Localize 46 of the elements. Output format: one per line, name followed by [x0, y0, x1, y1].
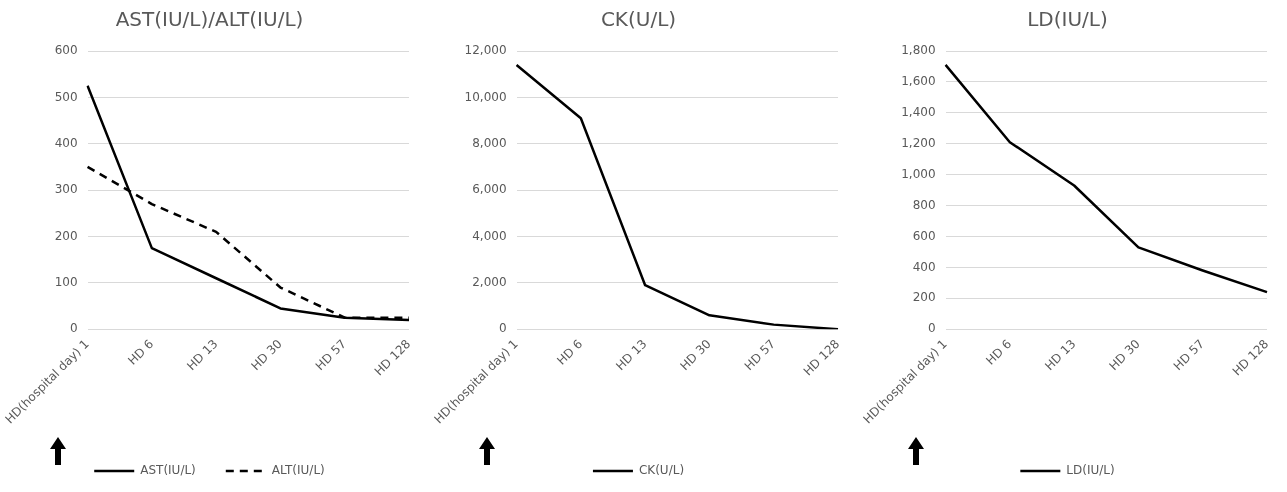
- legend-label: LD(IU/L): [1066, 463, 1115, 478]
- y-tick-label: 200: [912, 290, 936, 305]
- x-tick-label: HD 57: [312, 336, 350, 374]
- y-tick-label: 400: [912, 259, 936, 274]
- y-tick-label: 600: [54, 43, 78, 58]
- y-tick-label: 8,000: [472, 135, 507, 150]
- x-tick-label: HD 13: [1042, 336, 1079, 374]
- y-tick-label: 1,800: [901, 43, 936, 58]
- legend-label: ALT(IU/L): [271, 463, 325, 478]
- y-tick-label: 500: [54, 89, 78, 104]
- x-tick-label: HD 128: [800, 336, 843, 379]
- x-tick-label: HD 13: [613, 336, 650, 374]
- x-tick-label: HD 13: [184, 336, 221, 374]
- x-tick-label: HD 6: [554, 336, 586, 368]
- y-tick-label: 12,000: [464, 43, 507, 58]
- chart-title: LD(IU/L): [1027, 7, 1108, 32]
- y-tick-label: 0: [927, 321, 936, 336]
- x-tick-label: HD 57: [1170, 336, 1208, 374]
- y-tick-label: 1,000: [901, 166, 936, 181]
- chart-title: CK(U/L): [600, 7, 677, 32]
- x-tick-label: HD 57: [741, 336, 779, 374]
- y-tick-label: 400: [54, 135, 78, 150]
- x-tick-label: HD 30: [248, 336, 285, 374]
- y-tick-label: 0: [498, 321, 507, 336]
- legend-label: AST(IU/L): [140, 463, 196, 478]
- y-tick-label: 1,200: [901, 135, 936, 150]
- y-tick-label: 6,000: [472, 182, 507, 197]
- y-tick-label: 1,600: [901, 74, 936, 89]
- x-tick-label: HD 128: [1229, 336, 1272, 379]
- y-tick-label: 0: [69, 321, 78, 336]
- y-tick-label: 600: [912, 228, 936, 243]
- legend-label: CK(U/L): [638, 463, 685, 478]
- y-tick-label: 300: [54, 182, 78, 197]
- y-tick-label: 800: [912, 197, 936, 212]
- y-tick-label: 4,000: [472, 228, 507, 243]
- x-tick-label: HD 6: [125, 336, 157, 368]
- x-tick-label: HD 6: [983, 336, 1015, 368]
- y-tick-label: 100: [54, 275, 78, 290]
- y-tick-label: 10,000: [464, 89, 507, 104]
- chart-title: AST(IU/L)/ALT(IU/L): [115, 7, 304, 32]
- y-tick-label: 1,400: [901, 104, 936, 119]
- x-tick-label: HD 30: [677, 336, 714, 374]
- y-tick-label: 200: [54, 228, 78, 243]
- y-tick-label: 2,000: [472, 275, 507, 290]
- x-tick-label: HD 128: [371, 336, 414, 379]
- x-tick-label: HD 30: [1106, 336, 1143, 374]
